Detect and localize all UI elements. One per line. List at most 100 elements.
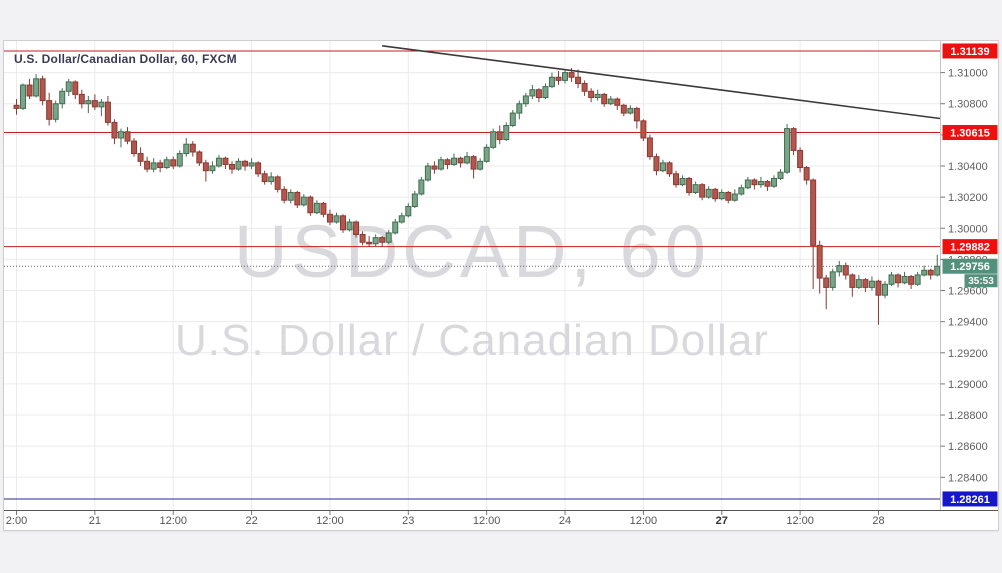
annotations-layer — [4, 45, 941, 267]
candle — [842, 265, 849, 276]
candle — [457, 157, 464, 164]
candle — [340, 215, 346, 231]
candle — [477, 160, 484, 170]
level-badge-1.29882 — [942, 239, 998, 255]
candle — [52, 103, 59, 120]
candle — [823, 277, 830, 288]
candle — [653, 156, 660, 172]
candle — [85, 100, 92, 105]
candle — [855, 279, 862, 288]
candle — [666, 162, 673, 175]
candle — [921, 269, 928, 276]
watermark-name: U.S. Dollar / Canadian Dollar — [175, 316, 769, 365]
time-axis-label: 22 — [245, 515, 257, 527]
frame-layer — [4, 41, 998, 511]
candle — [379, 237, 386, 243]
candle — [607, 98, 614, 105]
time-axis-label: 12:00 — [630, 515, 658, 527]
svg-text:1.28261: 1.28261 — [950, 494, 990, 506]
candle — [568, 72, 575, 78]
price-axis-label: 1.30400 — [948, 161, 988, 173]
candle — [490, 131, 497, 148]
time-axis-label: 21 — [89, 515, 101, 527]
candle — [712, 188, 719, 200]
candle — [274, 176, 281, 190]
chart-legend-title: U.S. Dollar/Canadian Dollar, 60, FXCM — [14, 52, 237, 66]
price-axis-label: 1.30200 — [948, 192, 988, 204]
candle — [673, 173, 680, 186]
candle — [333, 215, 340, 223]
candle — [862, 279, 869, 288]
candle — [20, 84, 27, 109]
candle — [790, 128, 797, 151]
candle — [718, 191, 725, 200]
candle — [261, 173, 268, 183]
axis-layer: 1.28400 1.28600 1.28800 1.29000 1.29200 1.294… — [6, 43, 998, 527]
price-axis-label: 1.31000 — [948, 68, 988, 80]
candle — [810, 179, 817, 246]
price-axis-label: 1.28800 — [948, 410, 988, 422]
candle — [183, 143, 190, 155]
time-axis-label: 12:00 — [159, 515, 187, 527]
candle — [287, 191, 294, 201]
candle — [248, 162, 255, 167]
trendline[interactable] — [382, 45, 941, 120]
candle — [875, 280, 882, 296]
time-axis-label: 24 — [559, 515, 571, 527]
candle — [392, 221, 399, 234]
svg-text:1.29756: 1.29756 — [950, 261, 990, 273]
candle — [59, 90, 66, 105]
time-axis-label: 12:00 — [473, 515, 501, 527]
candle — [686, 177, 693, 193]
candle — [535, 89, 542, 99]
candle — [836, 265, 843, 273]
price-axis-label: 1.29200 — [948, 348, 988, 360]
candle — [588, 90, 595, 99]
svg-text:1.30615: 1.30615 — [950, 128, 990, 140]
candle — [124, 131, 131, 142]
candle — [705, 188, 712, 198]
candle — [548, 76, 555, 88]
candle — [385, 232, 392, 243]
candle — [464, 156, 471, 164]
candle — [294, 191, 301, 206]
candle — [307, 196, 314, 214]
candle — [228, 163, 235, 170]
candle — [908, 276, 915, 285]
candle — [313, 202, 320, 214]
candle — [144, 160, 151, 170]
candle — [163, 159, 170, 169]
candle — [770, 177, 777, 187]
candle — [751, 179, 758, 186]
candle — [196, 151, 203, 164]
price-axis-label: 1.30000 — [948, 223, 988, 235]
candle — [235, 160, 242, 170]
candlestick-plot[interactable]: USDCAD, 60 U.S. Dollar / Canadian Dollar… — [4, 41, 998, 530]
candle — [411, 193, 418, 207]
candle — [98, 101, 105, 108]
candle — [816, 244, 823, 279]
price-axis-label: 1.28600 — [948, 441, 988, 453]
candle — [222, 157, 229, 165]
candle — [242, 160, 249, 167]
candle — [849, 274, 856, 288]
candle — [424, 165, 431, 181]
candle — [581, 82, 588, 92]
candle — [640, 120, 647, 139]
candle — [366, 241, 373, 245]
candle — [803, 167, 810, 181]
candle — [646, 137, 653, 158]
candle — [255, 162, 262, 175]
candle — [320, 202, 327, 215]
candle — [496, 131, 503, 141]
candle — [562, 72, 569, 81]
candle — [764, 181, 771, 187]
candle — [431, 165, 438, 170]
candle — [594, 93, 601, 99]
candle — [326, 213, 333, 223]
candle — [437, 159, 444, 170]
candle — [470, 156, 477, 170]
candle — [189, 143, 196, 153]
candle — [692, 184, 699, 193]
